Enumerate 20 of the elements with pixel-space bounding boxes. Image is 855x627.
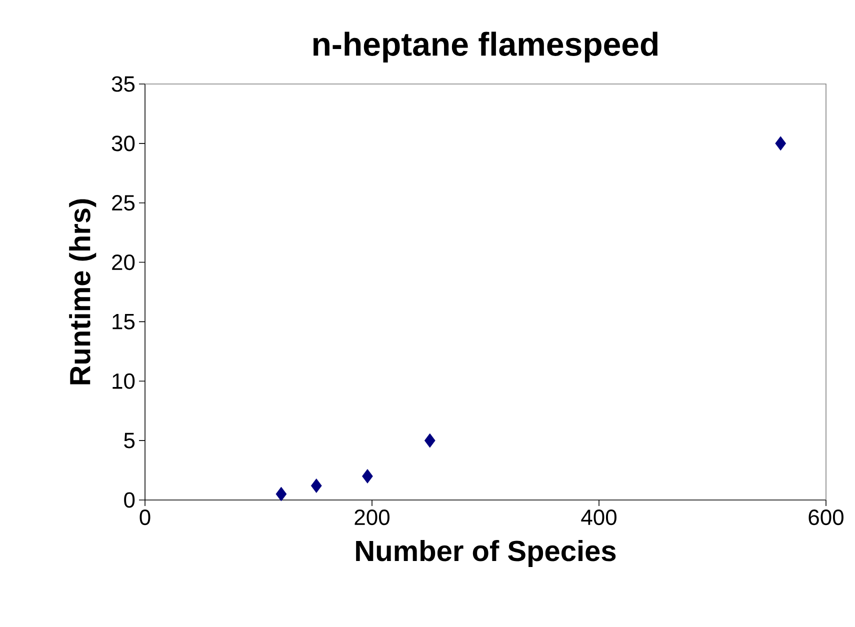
point xyxy=(310,478,322,493)
point xyxy=(362,469,373,484)
x-axis-title: Number of Species xyxy=(356,540,616,567)
y-axis-title: Runtime (hrs) xyxy=(69,199,96,384)
y-tick-label: 10 xyxy=(112,373,135,389)
y-tick-label: 25 xyxy=(112,195,135,211)
y-tick-label: 5 xyxy=(124,432,135,448)
point xyxy=(775,136,786,151)
x-tick-label: 400 xyxy=(581,510,616,526)
x-tick-label: 200 xyxy=(354,510,390,526)
y-tick-label: 0 xyxy=(124,492,135,508)
y-tick-label: 15 xyxy=(112,314,135,330)
y-tick-label: 30 xyxy=(112,136,135,152)
point xyxy=(424,433,436,448)
y-tick-label: 35 xyxy=(112,76,135,92)
x-tick-label: 0 xyxy=(140,510,150,526)
x-tick-label: 600 xyxy=(808,510,844,526)
chart-title: n-heptane flamespeed xyxy=(313,32,658,62)
y-tick-label: 20 xyxy=(112,254,135,270)
point xyxy=(276,486,287,502)
